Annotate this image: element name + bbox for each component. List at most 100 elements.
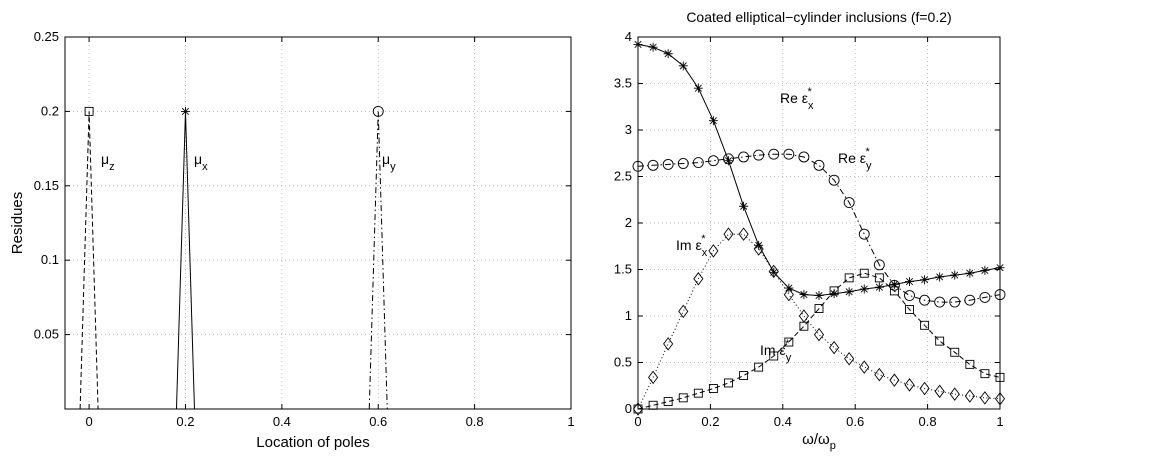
data-point <box>920 320 930 330</box>
x-tick-label: 0 <box>85 414 92 429</box>
x-tick-label: 1 <box>567 414 574 429</box>
right-series-group <box>632 39 1006 416</box>
data-point <box>647 159 659 171</box>
series-2 <box>632 227 1006 416</box>
data-point <box>829 289 839 299</box>
left-annotations: μz μx μy <box>101 151 396 173</box>
data-point <box>738 151 750 163</box>
data-point <box>692 157 704 169</box>
data-point <box>889 279 899 289</box>
data-point <box>677 158 689 169</box>
data-point <box>828 174 840 186</box>
annotation-re-eps-x: Re εx* <box>780 86 814 112</box>
data-point <box>874 282 884 292</box>
data-point <box>663 337 674 351</box>
y-tick-label: 2.5 <box>614 169 632 184</box>
x-tick-label: 0.4 <box>273 414 291 429</box>
data-point <box>693 83 703 93</box>
data-point <box>678 61 688 71</box>
data-point <box>769 351 779 361</box>
stem-series-1 <box>175 106 195 410</box>
data-point <box>753 149 765 161</box>
data-point <box>934 384 945 399</box>
data-point <box>905 305 914 314</box>
annotation-im-eps-y: Im εy* <box>760 338 792 364</box>
stem-line <box>368 111 388 410</box>
x-tick-label: 0 <box>634 414 641 429</box>
data-point <box>662 158 674 170</box>
data-point <box>964 294 976 306</box>
left-xlabel: Location of poles <box>256 434 369 451</box>
x-tick-label: 0.2 <box>701 414 719 429</box>
data-point <box>904 290 915 301</box>
annotation-im-eps-x: Im εx* <box>676 233 708 259</box>
right-annotations: Re εx* Re εy* Im εx* Im εy* <box>676 86 872 364</box>
data-point <box>889 286 899 296</box>
data-point <box>814 304 824 314</box>
left-tick-labels: 0 0.2 0.4 0.6 0.8 1 0.05 0.1 0.15 0.2 0.25 <box>34 29 575 429</box>
stem-marker <box>180 106 190 116</box>
y-tick-label: 0 <box>625 401 632 416</box>
data-point <box>783 148 795 160</box>
data-point <box>950 347 960 357</box>
data-point <box>707 155 719 167</box>
data-point <box>949 296 961 308</box>
x-tick-label: 0.6 <box>369 414 387 429</box>
data-point <box>813 327 825 342</box>
y-tick-label: 0.25 <box>34 29 59 44</box>
data-point <box>934 296 946 308</box>
data-point <box>632 402 644 416</box>
stem-series-2 <box>368 105 388 410</box>
data-point <box>783 287 794 302</box>
data-point <box>753 242 764 256</box>
data-point <box>768 264 779 279</box>
data-point <box>678 304 689 319</box>
series-line <box>637 233 1001 410</box>
data-point <box>813 159 825 171</box>
data-point <box>648 370 659 385</box>
data-point <box>964 389 975 403</box>
data-point <box>724 378 733 388</box>
left-plot-frame <box>64 36 572 410</box>
x-tick-label: 0.8 <box>466 414 484 429</box>
data-point <box>663 397 673 407</box>
data-point <box>754 240 764 250</box>
left-grid <box>65 36 572 409</box>
data-point <box>919 294 931 306</box>
series-0 <box>633 39 1005 301</box>
data-point <box>799 290 809 300</box>
stem-series-0 <box>79 106 99 410</box>
data-point <box>739 371 749 380</box>
data-point <box>693 388 703 398</box>
x-tick-label: 0.2 <box>176 414 194 429</box>
stem-line <box>79 111 99 410</box>
annotation-mu-z: μz <box>101 151 115 173</box>
data-point <box>979 391 990 405</box>
data-point <box>678 393 688 403</box>
y-tick-label: 0.1 <box>41 252 59 267</box>
series-1 <box>632 148 1006 308</box>
data-point <box>784 337 794 347</box>
data-point <box>648 400 658 410</box>
x-tick-label: 1 <box>996 414 1003 429</box>
right-grid <box>637 36 1001 410</box>
annotation-mu-x: μx <box>194 151 208 173</box>
data-point <box>798 309 809 323</box>
data-point <box>965 359 975 369</box>
x-tick-label: 0.8 <box>919 414 937 429</box>
data-point <box>935 336 945 346</box>
data-point <box>965 268 975 278</box>
y-tick-label: 0.5 <box>614 355 632 370</box>
y-tick-label: 0.2 <box>41 103 59 118</box>
data-point <box>935 272 945 282</box>
data-point <box>949 387 960 401</box>
data-point <box>919 381 930 396</box>
data-point <box>708 244 719 258</box>
data-point <box>889 373 900 387</box>
data-point <box>829 340 840 355</box>
data-point <box>768 148 780 160</box>
data-point <box>663 49 673 59</box>
data-point <box>980 369 990 379</box>
series-line <box>637 272 1001 410</box>
data-point <box>724 156 733 166</box>
